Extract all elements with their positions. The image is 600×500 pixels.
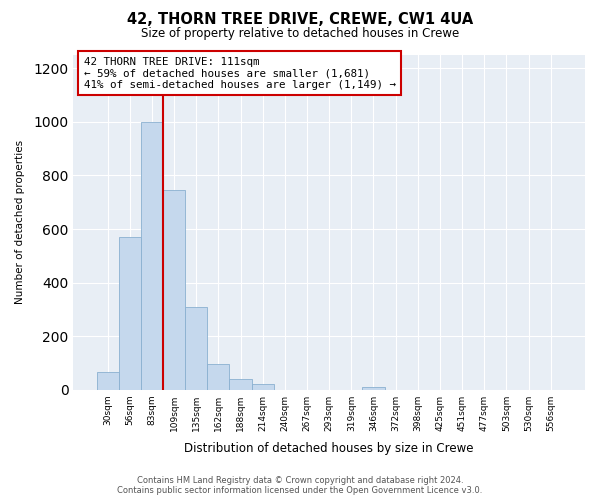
Bar [185, 306, 208, 390]
Text: 42, THORN TREE DRIVE, CREWE, CW1 4UA: 42, THORN TREE DRIVE, CREWE, CW1 4UA [127, 12, 473, 28]
Text: Contains HM Land Registry data © Crown copyright and database right 2024.
Contai: Contains HM Land Registry data © Crown c… [118, 476, 482, 495]
Bar [141, 122, 163, 390]
Bar [163, 190, 185, 390]
Bar [119, 237, 141, 390]
Text: 42 THORN TREE DRIVE: 111sqm
← 59% of detached houses are smaller (1,681)
41% of : 42 THORN TREE DRIVE: 111sqm ← 59% of det… [83, 56, 395, 90]
Bar [97, 372, 119, 390]
Text: Size of property relative to detached houses in Crewe: Size of property relative to detached ho… [141, 28, 459, 40]
Bar [208, 364, 229, 390]
Bar [251, 384, 274, 390]
Y-axis label: Number of detached properties: Number of detached properties [15, 140, 25, 304]
Bar [229, 379, 251, 390]
X-axis label: Distribution of detached houses by size in Crewe: Distribution of detached houses by size … [184, 442, 474, 455]
Bar [362, 387, 385, 390]
